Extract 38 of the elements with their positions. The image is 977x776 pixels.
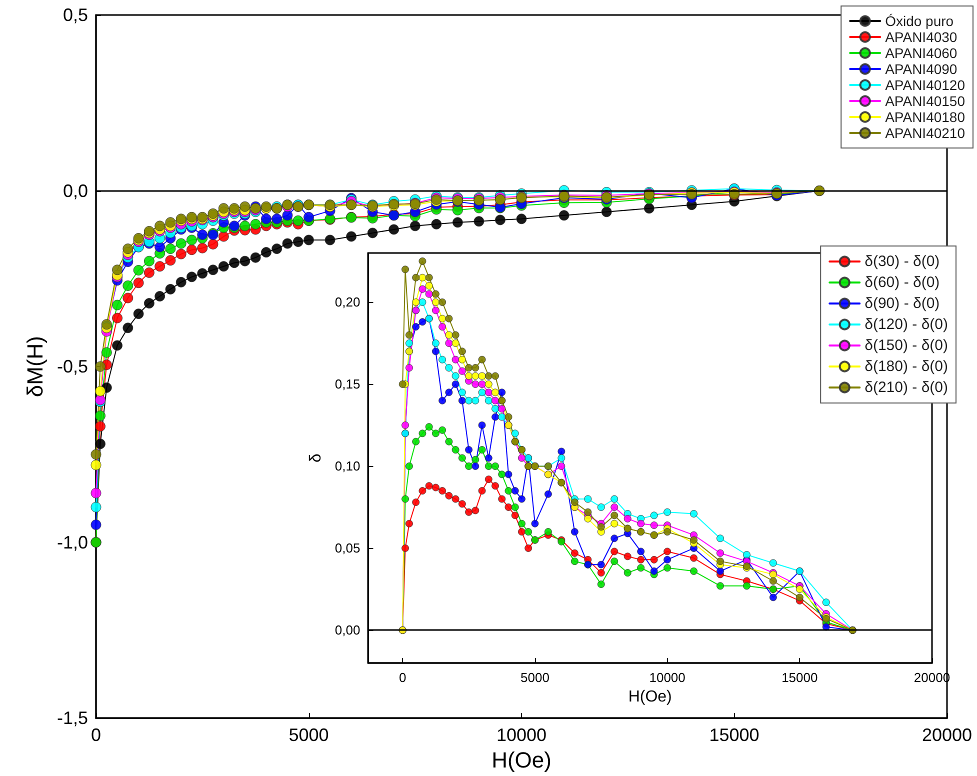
x-tick-label: 15000 [709,725,760,746]
y-tick-label: 0,0 [62,180,88,201]
y-axis-title: δ [308,453,324,462]
y-tick-label: -1,0 [56,532,88,552]
legend-label: APANI4030 [885,29,958,45]
legend-label: δ(210) - δ(0) [864,379,948,396]
y-tick-label: -1,5 [56,708,88,728]
legend-label: APANI40180 [885,109,966,125]
y-tick-label: 0,5 [62,5,88,25]
legend-label: δ(180) - δ(0) [864,358,948,375]
legend-label: δ(120) - δ(0) [864,316,948,333]
x-tick-label: 20000 [922,725,972,746]
legend-label: Óxido puro [885,13,954,29]
legend-label: δ(30) - δ(0) [864,253,940,270]
x-tick-label: 10000 [649,670,686,685]
legend-label: APANI4090 [885,61,958,77]
legend-label: APANI40150 [885,93,966,109]
x-tick-label: 15000 [782,670,818,685]
y-axis-title: δM(H) [22,336,48,398]
y-tick-label: 0,05 [334,540,360,556]
x-axis-title: H(Oe) [628,688,672,706]
legend-label: APANI4060 [885,45,958,61]
x-axis-title: H(Oe) [492,748,552,772]
legend-label: δ(150) - δ(0) [864,337,948,354]
y-tick-label: 0,20 [334,294,360,310]
x-tick-label: 10000 [496,725,547,746]
y-tick-label: -0,5 [56,356,88,377]
x-tick-label: 0 [90,725,102,746]
x-tick-label: 5000 [288,725,329,746]
legend-label: δ(90) - δ(0) [864,295,940,312]
y-tick-label: 0,10 [334,458,360,474]
x-tick-label: 5000 [520,670,550,685]
y-tick-label: 0,15 [334,376,360,392]
legend-label: APANI40210 [885,125,966,141]
x-tick-label: 0 [398,670,406,685]
legend-label: δ(60) - δ(0) [864,274,940,291]
legend-label: APANI40120 [885,77,966,93]
y-tick-label: 0,00 [334,622,360,638]
